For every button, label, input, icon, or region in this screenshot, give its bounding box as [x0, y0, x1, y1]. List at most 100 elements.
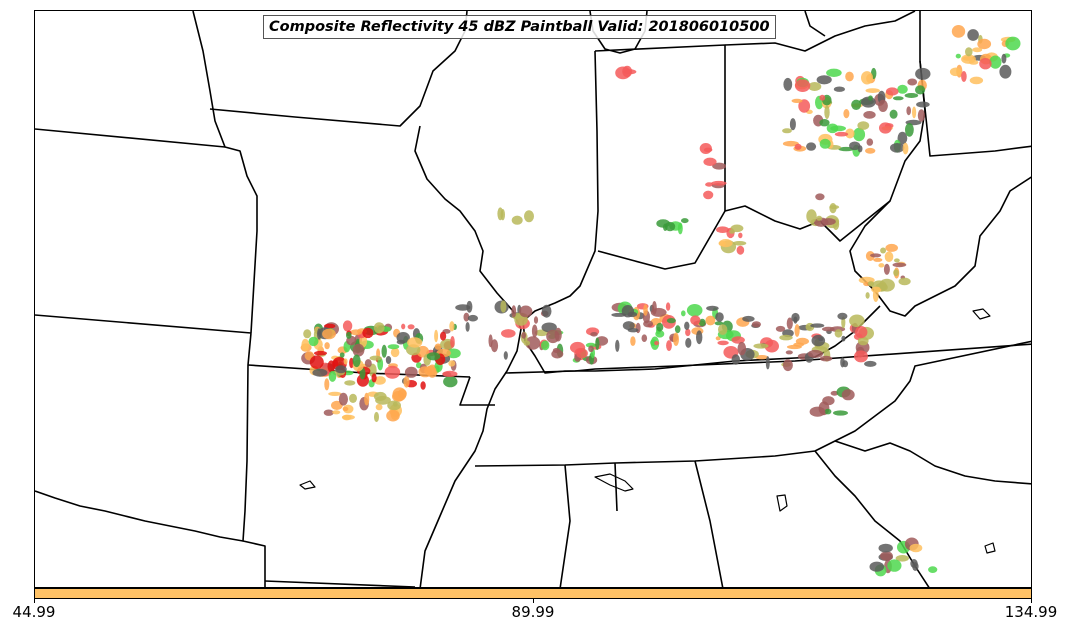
storm-cell [897, 84, 908, 94]
storm-cell [463, 312, 470, 322]
storm-cell [404, 366, 418, 378]
storm-cell [716, 226, 730, 233]
storm-cell [810, 323, 825, 328]
map-canvas [35, 11, 1031, 587]
state-border [35, 128, 226, 148]
storm-cell [1005, 36, 1021, 51]
storm-cell [849, 314, 865, 328]
storm-cell [830, 390, 839, 396]
lake [972, 308, 991, 320]
storm-cell [865, 88, 880, 93]
state-border [242, 332, 266, 587]
storm-cell [841, 389, 855, 401]
storm-cell [819, 138, 831, 149]
storm-cell [849, 141, 861, 151]
storm-cell [338, 392, 348, 406]
storm-cell [822, 396, 835, 406]
storm-cell [806, 142, 817, 151]
storm-cell [449, 321, 455, 332]
storm-cell [364, 392, 370, 406]
storm-cell [332, 410, 341, 415]
storm-cell [837, 312, 848, 320]
storm-cell [857, 121, 870, 130]
storm-cell [301, 338, 310, 351]
state-border [834, 440, 1031, 485]
storm-cell [696, 330, 703, 345]
storm-cell [524, 210, 534, 223]
storm-cell [751, 321, 762, 328]
storm-cell [793, 316, 798, 324]
storm-cell [819, 355, 833, 362]
storm-cell [892, 262, 907, 268]
storm-cell [863, 111, 876, 119]
storm-cell [879, 122, 892, 134]
storm-cell [656, 322, 664, 332]
storm-cell [369, 355, 382, 361]
storm-cell [912, 562, 919, 571]
storm-cell [503, 351, 508, 360]
storm-cell [585, 342, 597, 348]
storm-cell [951, 25, 966, 38]
storm-cell [753, 343, 769, 349]
storm-cell [894, 258, 900, 263]
storm-cell [570, 341, 586, 354]
storm-cell [905, 123, 914, 137]
storm-cell [949, 67, 962, 77]
storm-cell [595, 337, 600, 350]
storm-cell [434, 329, 439, 343]
storm-cell [541, 304, 552, 318]
storm-cell [906, 106, 911, 116]
storm-cell [880, 551, 893, 561]
storm-cell [979, 58, 992, 70]
state-border [522, 50, 599, 322]
storm-cell [332, 359, 339, 367]
storm-cell [736, 245, 745, 255]
storm-cell [685, 337, 692, 348]
colorbar [34, 588, 1032, 599]
storm-cell [794, 324, 800, 337]
storm-cell [381, 344, 387, 358]
storm-cell [352, 354, 361, 368]
state-border [559, 464, 571, 587]
storm-cell [387, 400, 401, 411]
storm-cell [396, 332, 410, 344]
storm-cell [830, 125, 846, 132]
storm-cell [519, 305, 533, 318]
storm-cell [714, 321, 724, 326]
storm-cell [878, 543, 893, 553]
storm-cell [375, 403, 383, 411]
storm-cell [864, 360, 877, 367]
colorbar-tick-mark [1031, 599, 1032, 603]
storm-cell [909, 543, 923, 553]
storm-cell [717, 340, 729, 346]
storm-cell [652, 301, 657, 315]
storm-cell [879, 278, 895, 292]
storm-cell [907, 78, 918, 86]
storm-cell [525, 336, 541, 350]
storm-cell [786, 317, 793, 330]
storm-cell [705, 315, 716, 326]
storm-cell [912, 106, 917, 119]
storm-cell [883, 263, 890, 275]
storm-cell [807, 82, 822, 91]
storm-cell [681, 310, 686, 317]
storm-cell [673, 332, 679, 346]
storm-cell [371, 373, 377, 383]
storm-cell [706, 305, 719, 311]
storm-cell [783, 77, 793, 91]
storm-cell [627, 328, 639, 333]
storm-cell [344, 380, 356, 386]
storm-cell [915, 85, 926, 95]
reflectivity-paintball-layer [300, 25, 1021, 577]
storm-cell [356, 374, 369, 387]
storm-cell [878, 263, 885, 268]
storm-cell [999, 64, 1012, 79]
storm-cell [977, 38, 992, 50]
storm-cell [684, 321, 690, 330]
storm-cell [869, 561, 885, 572]
storm-cell [893, 269, 899, 277]
storm-cell [842, 360, 849, 368]
storm-cell [843, 109, 850, 119]
state-border [504, 343, 1031, 374]
storm-cell [866, 138, 874, 146]
